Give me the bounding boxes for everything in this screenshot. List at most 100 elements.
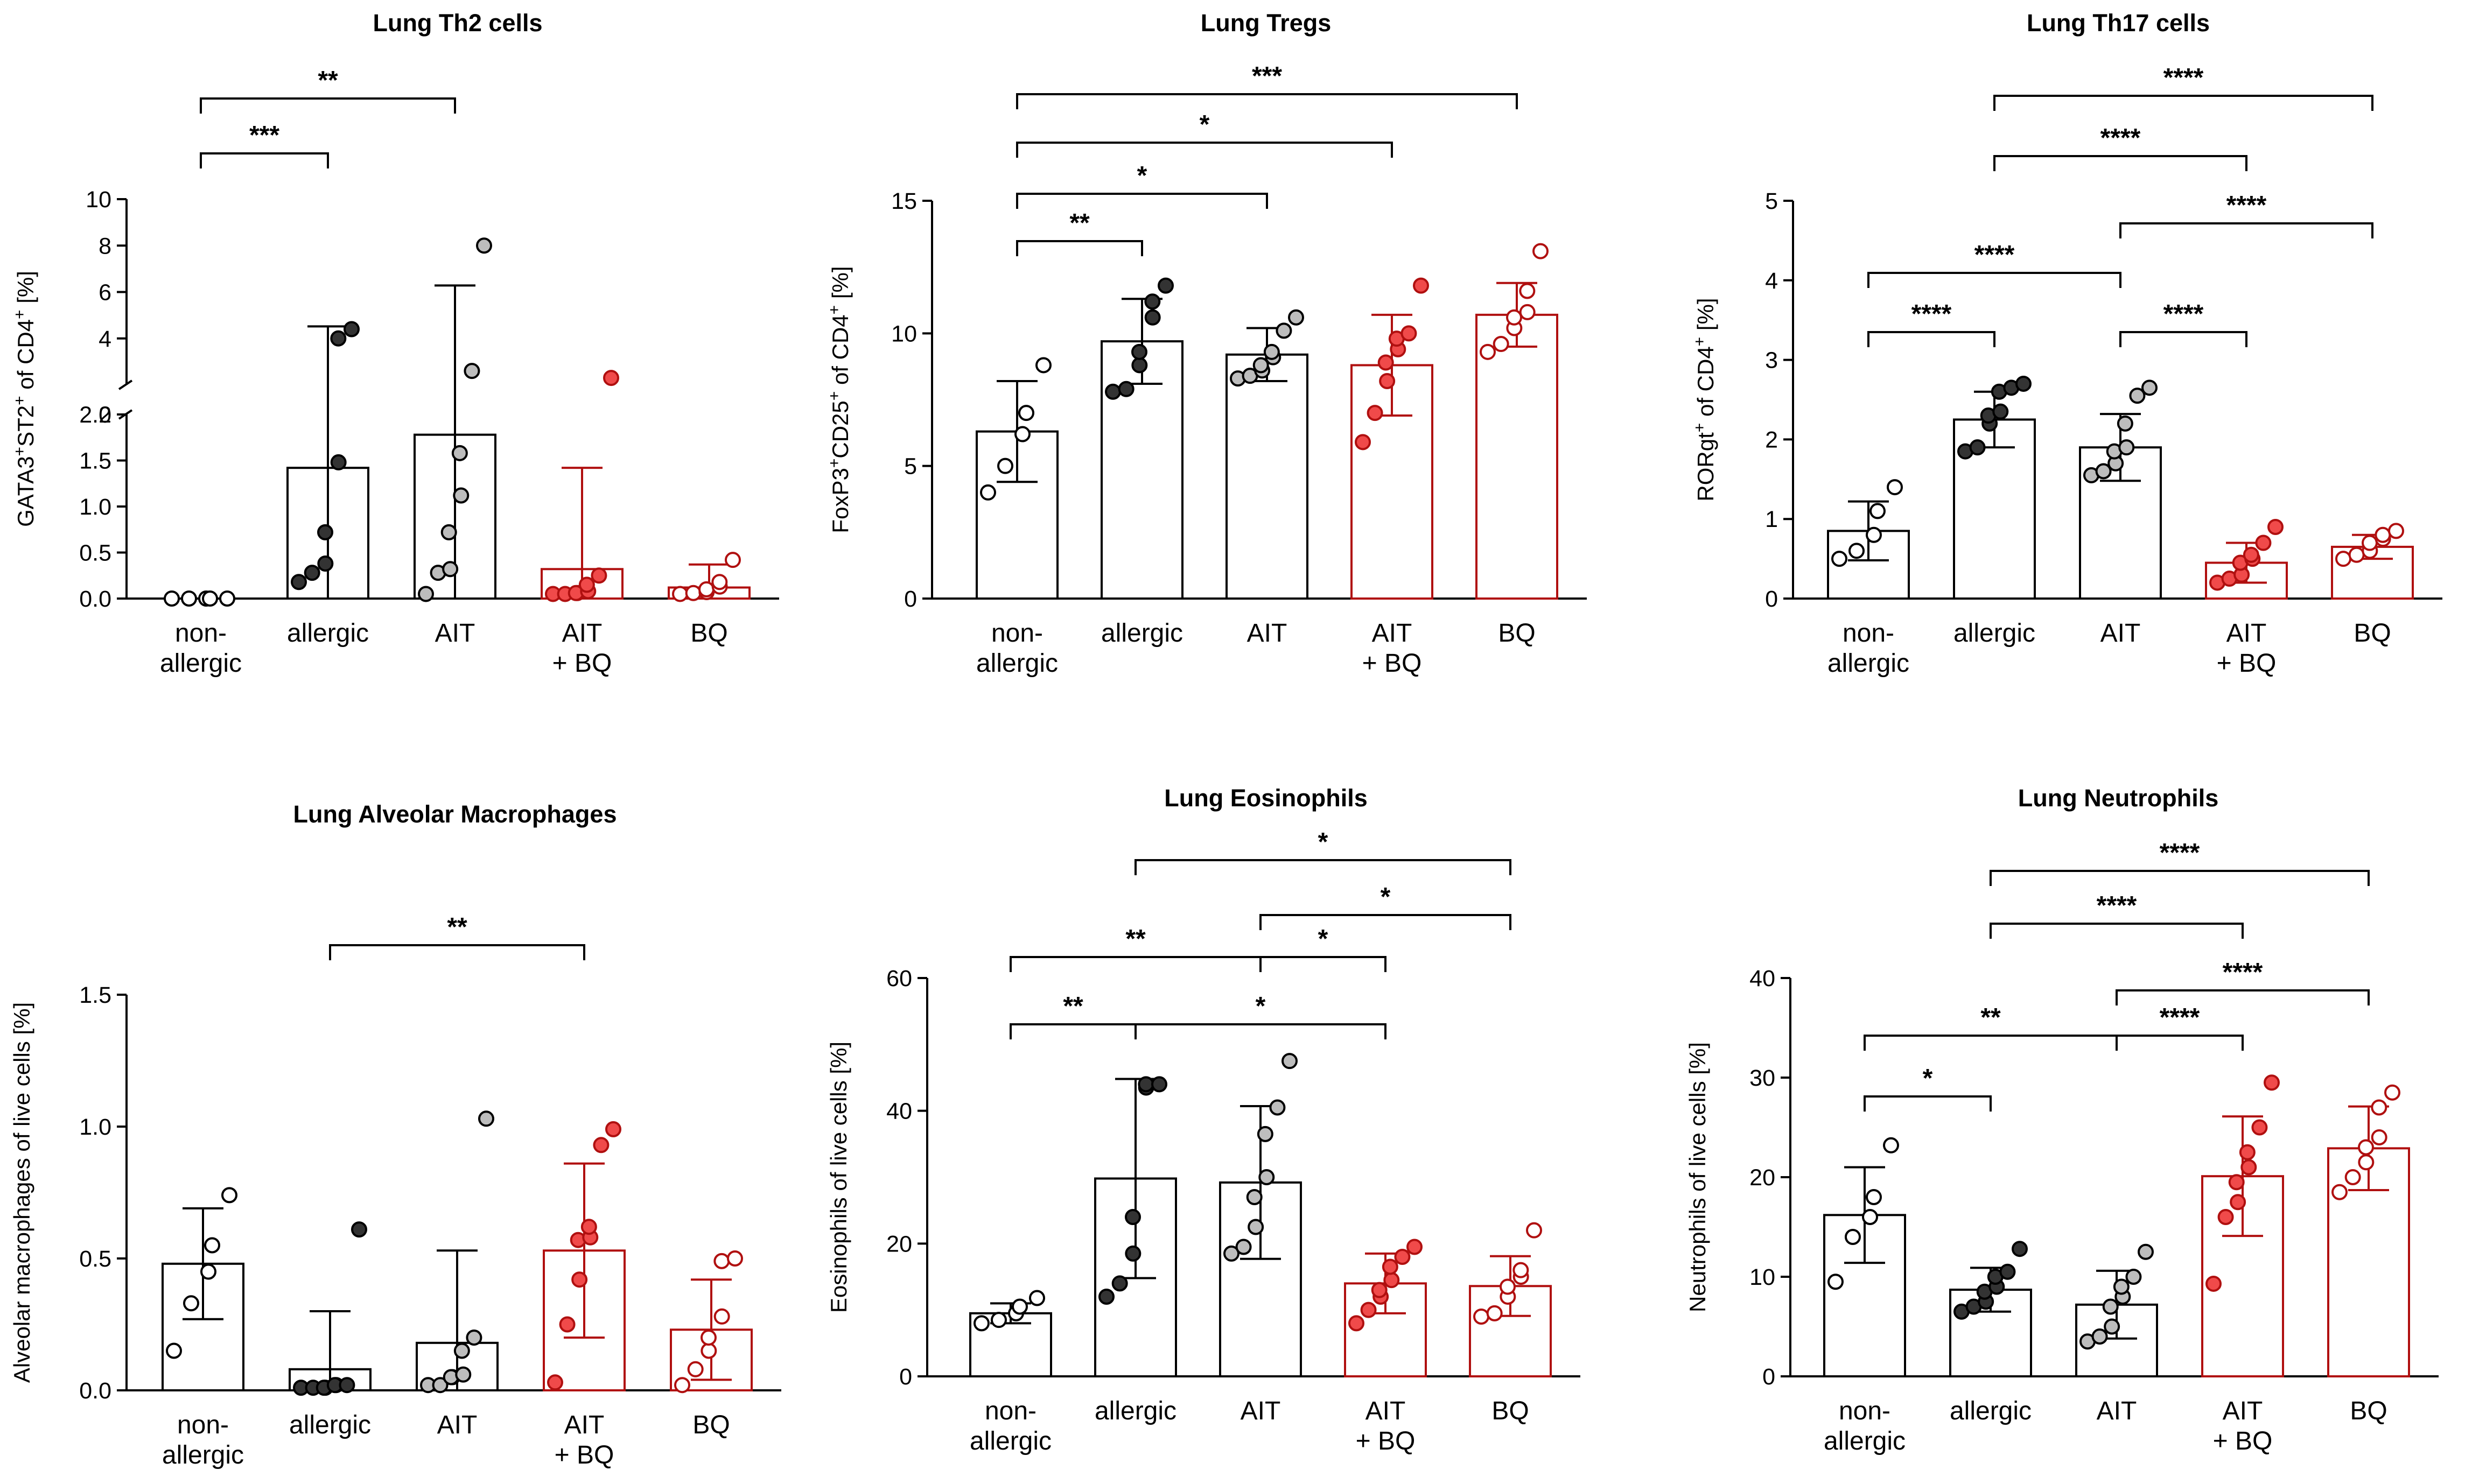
data-point xyxy=(725,552,741,568)
data-point xyxy=(432,1377,449,1394)
y-tick-label: 0 xyxy=(1762,1364,1775,1390)
x-category-label: non- xyxy=(985,1397,1037,1425)
data-point xyxy=(2264,1074,2280,1091)
y-label-part: [%] xyxy=(828,266,853,305)
y-tick-label: 2 xyxy=(1765,427,1778,453)
data-point xyxy=(559,1316,576,1333)
data-point xyxy=(701,1342,717,1359)
y-label-part: of CD4 xyxy=(1693,346,1718,423)
x-category-label: + BQ xyxy=(2213,1427,2273,1455)
data-point xyxy=(1845,1229,1861,1245)
data-point xyxy=(2344,1169,2361,1185)
data-point xyxy=(2388,523,2404,539)
data-point xyxy=(440,524,457,540)
y-tick-label: 0 xyxy=(1765,586,1778,612)
data-point xyxy=(713,1253,730,1269)
significance-bracket xyxy=(1990,870,2370,886)
data-point xyxy=(1473,1309,1489,1325)
data-point xyxy=(2012,1241,2028,1257)
data-point xyxy=(698,581,715,597)
significance-label: **** xyxy=(2160,1003,2200,1032)
y-label-superscript: + xyxy=(11,396,29,405)
data-point xyxy=(1377,354,1394,371)
data-point xyxy=(166,1342,182,1359)
data-point xyxy=(727,1250,743,1267)
y-axis-label: Neutrophils of live cells [%] xyxy=(1685,1042,1710,1312)
data-point xyxy=(1014,426,1031,442)
y-tick-label: 0.5 xyxy=(79,1246,111,1272)
x-category-label: AIT xyxy=(562,619,603,648)
data-point xyxy=(672,586,688,602)
y-tick-label: 3 xyxy=(1765,348,1778,374)
significance-bracket xyxy=(1016,93,1518,109)
x-category-label: allergic xyxy=(289,1411,371,1439)
significance-label: * xyxy=(1381,883,1391,911)
data-point xyxy=(2371,1129,2387,1145)
data-point xyxy=(2375,526,2391,543)
y-tick-label: 20 xyxy=(1749,1165,1775,1191)
chart-title: Lung Th2 cells xyxy=(373,9,542,37)
y-label-part: CD25 xyxy=(828,400,853,458)
data-point xyxy=(2015,375,2032,392)
x-category-label: AIT xyxy=(435,619,475,648)
y-label-superscript: + xyxy=(11,447,29,456)
y-tick-label: 8 xyxy=(99,233,111,259)
data-point xyxy=(2251,1119,2268,1136)
y-axis-label: FoxP3+CD25+ of CD4+ [%] xyxy=(825,266,853,533)
x-category-label: allergic xyxy=(160,649,242,678)
significance-label: **** xyxy=(2097,891,2137,920)
data-point xyxy=(685,585,702,601)
significance-bracket xyxy=(1867,272,2121,288)
y-label-part: RORgt xyxy=(1693,432,1718,502)
y-tick-label: 40 xyxy=(886,1099,912,1124)
x-category-label: allergic xyxy=(1953,619,2035,648)
data-point xyxy=(2348,546,2365,563)
data-point xyxy=(476,237,492,254)
data-point xyxy=(1018,405,1034,421)
x-category-label: non- xyxy=(177,1411,229,1439)
x-category-label: + BQ xyxy=(1362,649,1422,678)
y-label-part: FoxP3 xyxy=(828,468,853,533)
data-point xyxy=(1999,1263,2016,1280)
data-point xyxy=(578,576,595,593)
x-category-label: BQ xyxy=(2354,619,2391,648)
data-point xyxy=(1866,1189,1882,1205)
data-point xyxy=(1125,1209,1141,1225)
axis-break-mark xyxy=(118,379,133,390)
significance-bracket xyxy=(1990,923,2244,939)
x-category-label: + BQ xyxy=(1356,1427,1416,1455)
y-tick-label: 6 xyxy=(99,280,111,306)
data-point xyxy=(1413,277,1429,294)
data-point xyxy=(2113,1278,2130,1295)
data-point xyxy=(344,321,360,337)
x-category-label: allergic xyxy=(162,1441,244,1469)
data-point xyxy=(1883,1137,1899,1154)
x-category-label: non- xyxy=(1839,1397,1890,1425)
data-point xyxy=(580,1219,597,1235)
significance-bracket xyxy=(1259,914,1511,930)
data-point xyxy=(451,445,468,461)
data-point xyxy=(2217,1209,2234,1225)
x-category-label: AIT xyxy=(2100,619,2141,648)
data-point xyxy=(1252,357,1269,374)
x-category-label: AIT xyxy=(437,1411,478,1439)
significance-label: * xyxy=(1200,110,1210,139)
x-category-label: + BQ xyxy=(2217,649,2277,678)
data-point xyxy=(1383,1272,1400,1289)
data-point xyxy=(1258,1169,1275,1185)
y-label-superscript: + xyxy=(825,305,843,315)
data-point xyxy=(980,484,996,501)
y-label-part: [%] xyxy=(13,271,38,310)
data-point xyxy=(1012,1298,1028,1315)
data-point xyxy=(418,586,434,602)
chart-panel-5: Lung Eosinophils 0 20 40 60 Eosinophils of li… xyxy=(826,784,1580,1455)
data-point xyxy=(1992,403,2009,420)
y-label-part: of CD4 xyxy=(13,319,38,396)
x-category-label: allergic xyxy=(976,649,1058,678)
data-point xyxy=(351,1221,367,1238)
data-point xyxy=(1379,373,1396,390)
data-point xyxy=(1486,1305,1503,1321)
data-point xyxy=(1866,526,1882,543)
significance-bracket xyxy=(1867,331,1995,347)
x-category-label: AIT xyxy=(1365,1397,1406,1425)
